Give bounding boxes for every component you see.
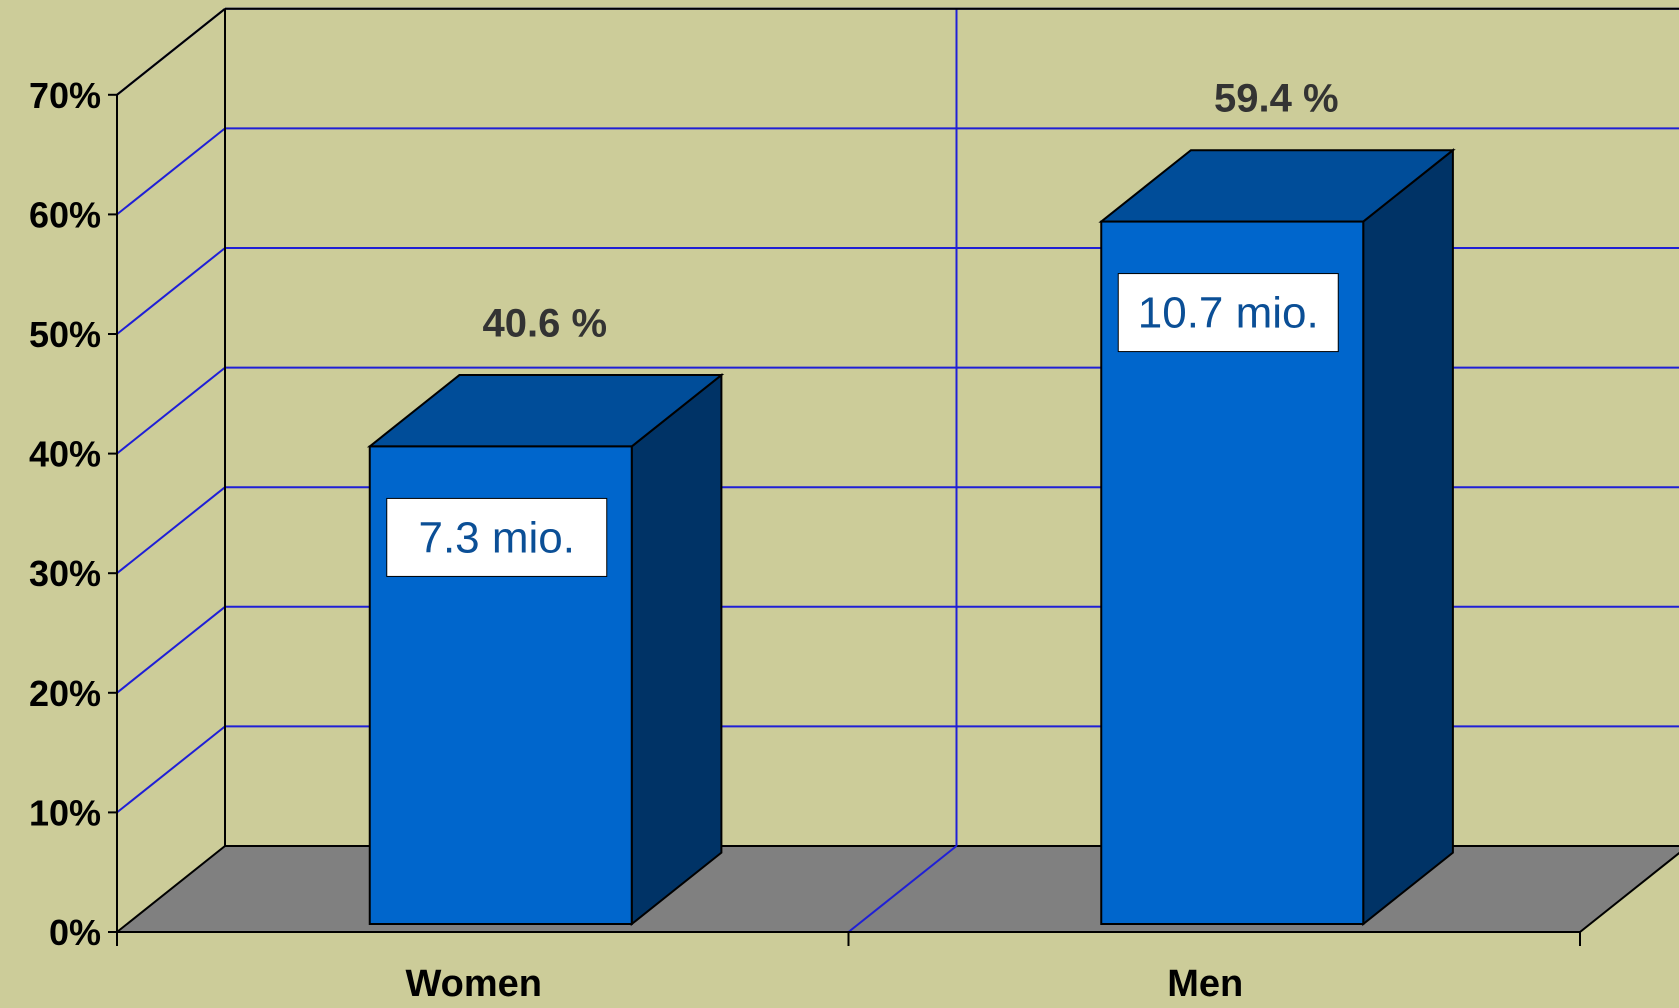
gridline-floor-category [847, 845, 958, 933]
y-tick-label: 50% [29, 314, 101, 355]
gridline-side [116, 127, 226, 216]
category-label: Men [1167, 963, 1243, 1005]
y-tick-label: 40% [29, 434, 101, 475]
count-label-box [386, 497, 608, 577]
y-tick-label: 60% [29, 194, 101, 235]
gridline-side [116, 486, 226, 574]
y-tick-label: 0% [49, 912, 101, 953]
axes [108, 7, 1679, 946]
bar-women [366, 372, 725, 927]
y-tick-label: 20% [29, 673, 101, 714]
y-tick-label: 70% [29, 75, 101, 116]
gridline-side [116, 247, 226, 335]
side-wall-top-edge [116, 8, 226, 96]
value-label: 59.4 % [1214, 77, 1339, 121]
bar-side-face [630, 372, 723, 927]
gridline-side [116, 725, 226, 814]
category-label: Women [405, 963, 542, 1005]
count-label-box [1117, 273, 1339, 353]
bars [366, 148, 1456, 927]
value-label: 40.6 % [482, 301, 607, 345]
gridline-side [116, 606, 226, 694]
labels: 0% 10% 20% 30% 40% 50% 60% 70% 7.3 mio. 40.6 % Wom… [29, 75, 1339, 1005]
y-tick-label: 10% [29, 792, 101, 833]
gridline-side [116, 366, 226, 455]
bar-side-face [1362, 148, 1454, 927]
count-label: 10.7 mio. [1138, 289, 1319, 338]
y-tick-label: 30% [29, 553, 101, 594]
bar-men [1098, 148, 1456, 927]
count-label: 7.3 mio. [418, 513, 575, 562]
